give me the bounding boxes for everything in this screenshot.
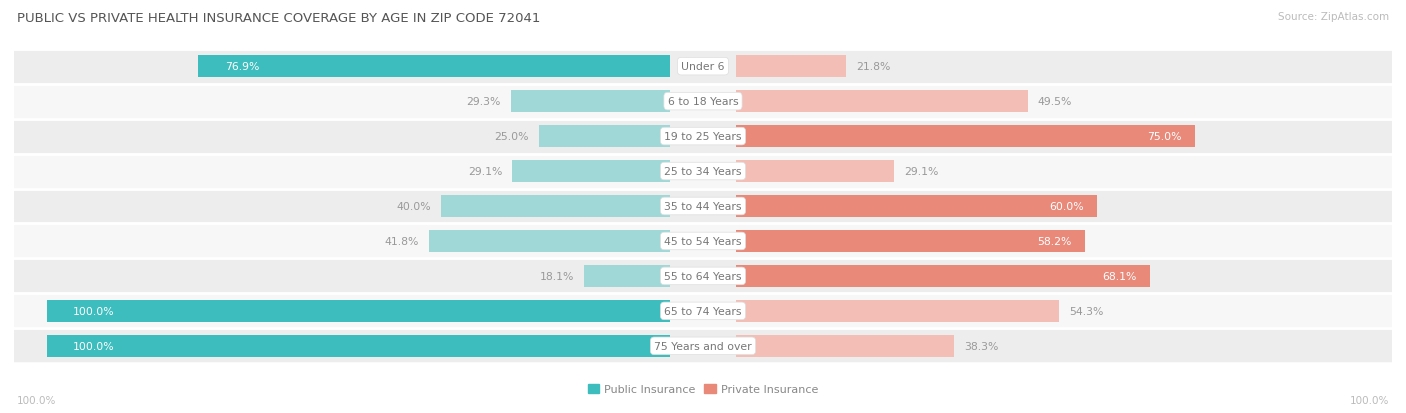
Bar xyxy=(14,84,1392,119)
Bar xyxy=(703,335,955,357)
Text: 6 to 18 Years: 6 to 18 Years xyxy=(668,97,738,107)
Bar xyxy=(703,230,1085,252)
Bar xyxy=(671,56,735,78)
Text: 49.5%: 49.5% xyxy=(1038,97,1071,107)
Legend: Public Insurance, Private Insurance: Public Insurance, Private Insurance xyxy=(583,380,823,399)
Text: 58.2%: 58.2% xyxy=(1038,236,1071,247)
Text: 75.0%: 75.0% xyxy=(1147,132,1182,142)
Bar xyxy=(703,56,846,78)
Text: 21.8%: 21.8% xyxy=(856,62,890,72)
Bar xyxy=(538,126,703,147)
Bar xyxy=(671,230,735,252)
Bar xyxy=(14,50,1392,84)
Text: Under 6: Under 6 xyxy=(682,62,724,72)
Text: 18.1%: 18.1% xyxy=(540,271,575,281)
Bar xyxy=(671,161,735,183)
Text: 29.1%: 29.1% xyxy=(904,166,938,177)
Text: 45 to 54 Years: 45 to 54 Years xyxy=(664,236,742,247)
Bar xyxy=(671,266,735,287)
Text: 29.1%: 29.1% xyxy=(468,166,502,177)
Bar xyxy=(429,230,703,252)
Text: 19 to 25 Years: 19 to 25 Years xyxy=(664,132,742,142)
Text: 76.9%: 76.9% xyxy=(225,62,259,72)
Text: 100.0%: 100.0% xyxy=(17,395,56,405)
Text: 54.3%: 54.3% xyxy=(1069,306,1104,316)
Text: 25.0%: 25.0% xyxy=(495,132,529,142)
Bar xyxy=(46,300,703,322)
Bar xyxy=(46,335,703,357)
Bar xyxy=(14,224,1392,259)
Text: 29.3%: 29.3% xyxy=(467,97,501,107)
Text: 25 to 34 Years: 25 to 34 Years xyxy=(664,166,742,177)
Bar xyxy=(703,126,1195,147)
Bar xyxy=(703,161,894,183)
Text: 41.8%: 41.8% xyxy=(384,236,419,247)
Text: Source: ZipAtlas.com: Source: ZipAtlas.com xyxy=(1278,12,1389,22)
Bar xyxy=(703,196,1097,217)
Bar xyxy=(198,56,703,78)
Bar xyxy=(440,196,703,217)
Text: 68.1%: 68.1% xyxy=(1102,271,1136,281)
Bar xyxy=(14,119,1392,154)
Bar xyxy=(510,91,703,113)
Bar xyxy=(671,126,735,147)
Bar xyxy=(14,329,1392,363)
Bar xyxy=(703,300,1059,322)
Text: 38.3%: 38.3% xyxy=(965,341,998,351)
Text: 55 to 64 Years: 55 to 64 Years xyxy=(664,271,742,281)
Bar xyxy=(14,294,1392,329)
Bar xyxy=(585,266,703,287)
Bar xyxy=(671,91,735,113)
Bar xyxy=(14,189,1392,224)
Text: 100.0%: 100.0% xyxy=(1350,395,1389,405)
Bar xyxy=(14,154,1392,189)
Bar xyxy=(671,335,735,357)
Text: 100.0%: 100.0% xyxy=(73,306,115,316)
Bar xyxy=(512,161,703,183)
Text: 60.0%: 60.0% xyxy=(1049,202,1084,211)
Bar xyxy=(703,91,1028,113)
Text: 65 to 74 Years: 65 to 74 Years xyxy=(664,306,742,316)
Bar xyxy=(671,196,735,217)
Text: 35 to 44 Years: 35 to 44 Years xyxy=(664,202,742,211)
Text: PUBLIC VS PRIVATE HEALTH INSURANCE COVERAGE BY AGE IN ZIP CODE 72041: PUBLIC VS PRIVATE HEALTH INSURANCE COVER… xyxy=(17,12,540,25)
Bar xyxy=(14,259,1392,294)
Text: 100.0%: 100.0% xyxy=(73,341,115,351)
Text: 40.0%: 40.0% xyxy=(396,202,430,211)
Bar xyxy=(703,266,1150,287)
Bar xyxy=(671,300,735,322)
Text: 75 Years and over: 75 Years and over xyxy=(654,341,752,351)
